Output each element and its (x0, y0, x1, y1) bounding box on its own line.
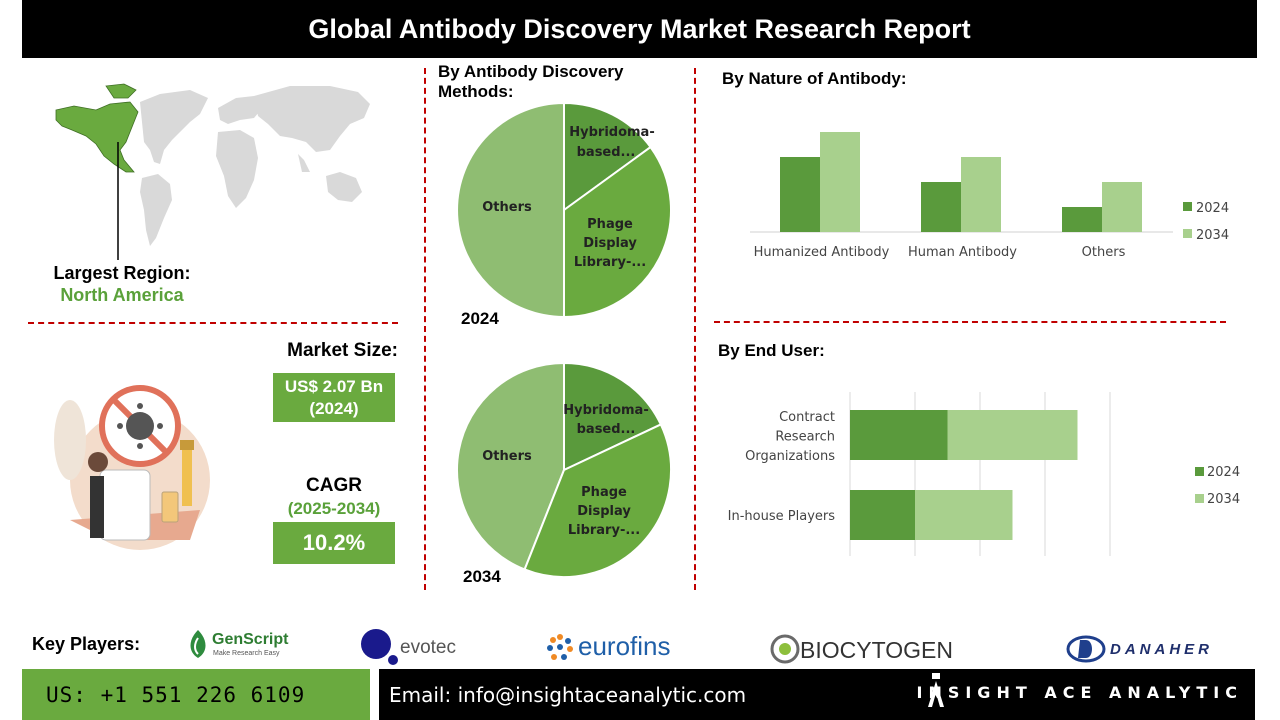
end-user-bar-2034 (947, 410, 1078, 460)
largest-region-value: North America (60, 285, 184, 305)
pie-2034-label-others: Others (482, 449, 532, 464)
pie-2034-label-phage-1: Phage (581, 485, 627, 500)
cagr-value: 10.2% (273, 522, 395, 564)
end-user-legend-label-2034: 2034 (1207, 492, 1240, 507)
eurofins-name: eurofins (578, 631, 671, 661)
end-user-legend-label-2024: 2024 (1207, 465, 1240, 480)
pie-2034-year: 2034 (463, 567, 501, 586)
email-address: Email: info@insightaceanalytic.com (389, 682, 747, 707)
end-user-bar-2024 (850, 410, 948, 460)
end-user-bar-2024 (850, 490, 915, 540)
scientist-illustration-icon (54, 385, 210, 550)
pie-2024-slice-others (456, 101, 565, 319)
nature-bar-2024 (921, 182, 961, 232)
market-size-year: (2024) (309, 399, 359, 418)
pie-2024-label-phage-2: Display (583, 236, 637, 251)
danaher-d-icon (1066, 635, 1106, 663)
divider-right (694, 68, 696, 590)
phone-number: US: +1 551 226 6109 (22, 669, 370, 720)
end-user-category-label: Organizations (745, 449, 835, 464)
genscript-name: GenScript (212, 631, 289, 648)
pie-chart-2034: Hybridoma- based... Phage Display Librar… (455, 361, 672, 578)
pie-2024-label-hybridoma-1: Hybridoma- (569, 125, 654, 140)
key-players-label: Key Players: (32, 634, 141, 654)
methods-title-line1: By Antibody Discovery (438, 62, 624, 81)
largest-region-label: Largest Region: (53, 263, 191, 283)
divider-left-horizontal (28, 322, 398, 324)
end-user-category-label: Research (775, 430, 835, 445)
pie-chart-2024: Hybridoma- based... Phage Display Librar… (456, 101, 672, 319)
pie-2024-label-phage-3: Library-... (574, 255, 646, 270)
pie-2024-label-hybridoma-2: based... (577, 145, 636, 160)
end-user-category-label: Contract (779, 410, 835, 425)
end-user-bar-chart: Contract Research Organizations In-house Pl… (728, 392, 1240, 556)
nature-title: By Nature of Antibody: (722, 69, 907, 88)
end-user-title: By End User: (718, 341, 825, 360)
genscript-leaf-icon (190, 630, 206, 658)
pie-2034-slice-others (455, 361, 565, 571)
genscript-logo: GenScript Make Research Easy (186, 628, 296, 662)
nature-legend-label-2034: 2034 (1196, 228, 1229, 243)
nature-category-label: Others (1082, 245, 1126, 260)
nature-bar-2024 (780, 157, 820, 232)
end-user-category-label: In-house Players (728, 509, 836, 524)
nature-bar-2024 (1062, 207, 1102, 232)
pie-2034-label-hybridoma-1: Hybridoma- (563, 403, 648, 418)
evotec-dots-icon (361, 629, 398, 665)
pie-2024-label-others: Others (482, 200, 532, 215)
end-user-legend-swatch-2034 (1195, 494, 1204, 503)
nature-bar-2034 (961, 157, 1001, 232)
biocytogen-name: BIOCYTOGEN (800, 637, 953, 663)
pie-2034-slice-hybridoma (563, 361, 663, 472)
nature-legend-label-2024: 2024 (1196, 201, 1229, 216)
nature-bar-2034 (1102, 182, 1142, 232)
pie-2034-label-hybridoma-2: based... (577, 422, 636, 437)
market-size-value: US$ 2.07 Bn (2024) (273, 373, 395, 422)
evotec-name: evotec (400, 637, 456, 658)
market-size-amount: US$ 2.07 Bn (284, 377, 384, 396)
end-user-legend-swatch-2024 (1195, 467, 1204, 476)
nature-category-label: Human Antibody (908, 245, 1017, 260)
eurofins-dots-icon (547, 634, 573, 660)
divider-right-horizontal (714, 321, 1226, 323)
danaher-logo: DANAHER (1066, 632, 1246, 666)
pie-2034-slice-phage (523, 423, 672, 578)
brand-name: INSIGHT ACE ANALYTIC (916, 683, 1243, 702)
page-title: Global Antibody Discovery Market Researc… (22, 0, 1257, 58)
eurofins-logo: eurofins (546, 630, 686, 664)
pie-2024-slice-phage (563, 145, 672, 319)
insight-ace-logo-icon (928, 673, 944, 707)
pie-2024-label-phage-1: Phage (587, 217, 633, 232)
world-map-icon (55, 83, 370, 260)
cagr-label: CAGR (306, 475, 362, 496)
methods-title-line2: Methods: (438, 82, 514, 101)
nature-legend-swatch-2024 (1183, 202, 1192, 211)
pie-2034-label-phage-2: Display (577, 504, 631, 519)
nature-category-label: Humanized Antibody (754, 245, 890, 260)
biocytogen-logo: BIOCYTOGEN (770, 634, 970, 668)
cagr-period: (2025-2034) (287, 499, 381, 518)
genscript-tagline: Make Research Easy (213, 650, 280, 657)
nature-bar-chart: Humanized Antibody Human Antibody Others 20… (750, 132, 1229, 260)
footer-bar: Email: info@insightaceanalytic.com INSIG… (379, 669, 1255, 720)
nature-legend-swatch-2034 (1183, 229, 1192, 238)
pie-2024-slice-hybridoma (563, 101, 652, 212)
market-size-label: Market Size: (287, 340, 398, 361)
evotec-logo: evotec (360, 628, 470, 666)
danaher-name: DANAHER (1110, 641, 1213, 658)
pie-2034-label-phage-3: Library-... (568, 523, 640, 538)
pie-2024-year: 2024 (461, 309, 499, 328)
end-user-bar-2034 (915, 490, 1013, 540)
divider-left (424, 68, 426, 590)
methods-title: By Antibody Discovery Methods: (438, 62, 623, 102)
biocytogen-circle-icon (770, 634, 800, 664)
nature-bar-2034 (820, 132, 860, 232)
